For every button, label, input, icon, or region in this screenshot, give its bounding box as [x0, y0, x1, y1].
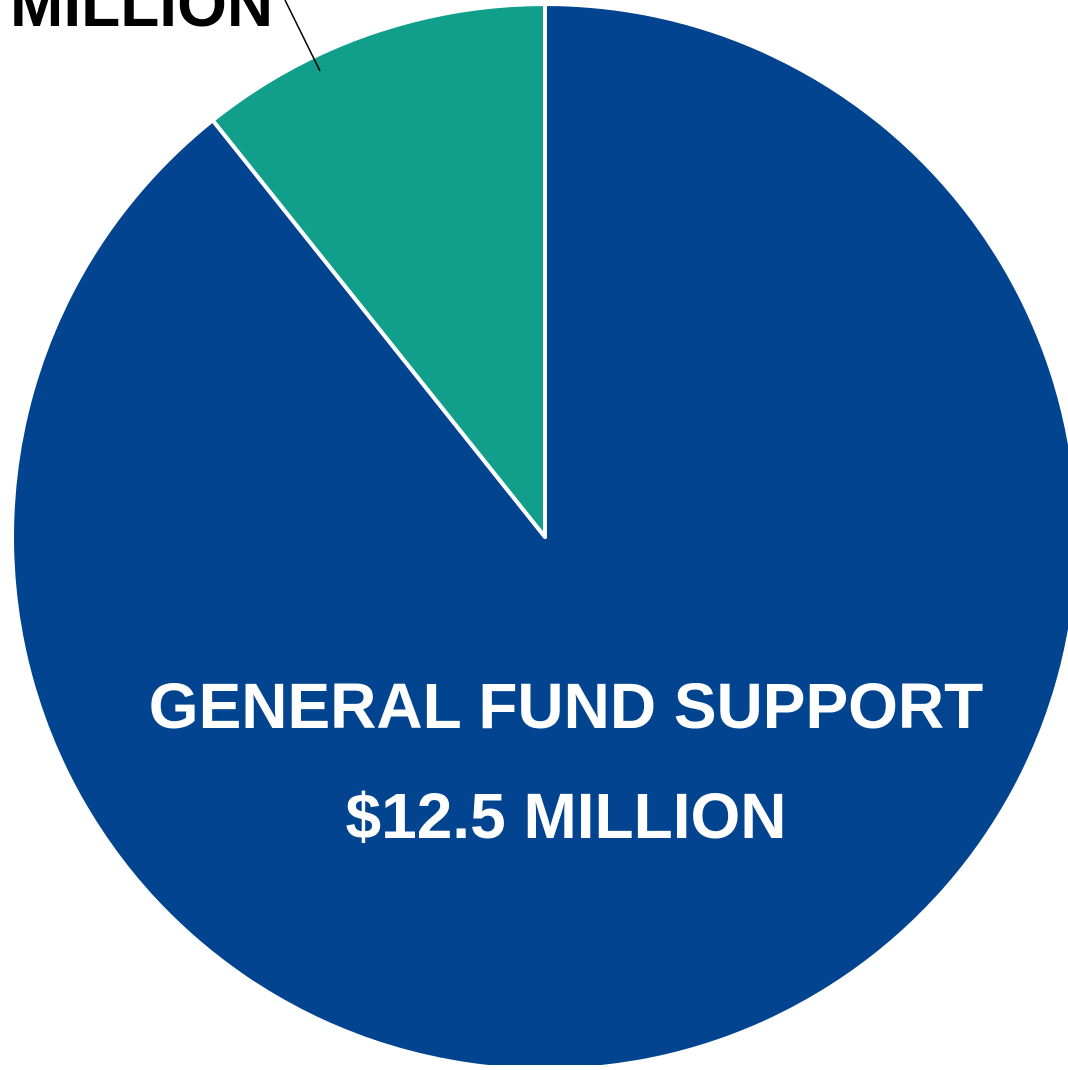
pie-slice-1: [210, 2, 547, 539]
pie-slice-label-1: MILLION: [10, 0, 273, 40]
pie-slice-label-0: GENERAL FUND SUPPORT $12.5 MILLION: [149, 670, 983, 852]
pie-slice-label-0-line-0: GENERAL FUND SUPPORT: [149, 670, 983, 742]
pie-slice-0: [10, 2, 1068, 1070]
pie-slice-leader-line-1: [284, 0, 321, 72]
pie-slice-label-1-line-0: MILLION: [10, 0, 273, 40]
pie-slice-label-0-line-1: $12.5 MILLION: [346, 780, 787, 852]
